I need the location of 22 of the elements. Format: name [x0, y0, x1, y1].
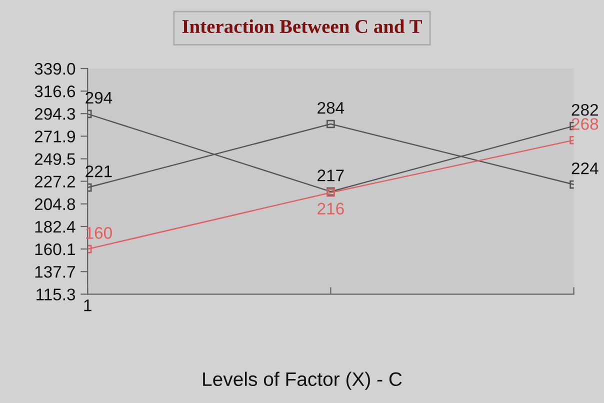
y-tick-label: 115.3	[36, 288, 76, 300]
y-tick-label: 160.1	[35, 243, 75, 256]
data-label: 268	[572, 118, 598, 130]
data-label: 216	[318, 202, 344, 215]
data-label: 294	[86, 92, 112, 104]
y-tick-label: 249.5	[34, 153, 76, 166]
y-tick-label: 271.9	[34, 130, 75, 142]
data-label: 221	[86, 166, 112, 178]
x-tick-label: 1	[84, 300, 92, 312]
y-tick-label: 227.2	[34, 176, 75, 188]
y-tick-label: 294.3	[34, 108, 76, 120]
y-tick-label: 182.4	[35, 220, 76, 233]
chart-title: Interaction Between C and T	[182, 19, 422, 34]
y-tick-label: 137.7	[35, 266, 75, 278]
x-axis-title: Levels of Factor (X) - C	[203, 372, 402, 390]
y-tick-label: 339.0	[34, 62, 76, 75]
data-label: 282	[572, 104, 598, 116]
y-tick-label: 316.6	[34, 86, 76, 98]
y-tick-label: 204.8	[34, 198, 76, 210]
data-label: 224	[572, 162, 598, 174]
data-label: 217	[318, 170, 344, 182]
data-label: 284	[318, 102, 344, 114]
